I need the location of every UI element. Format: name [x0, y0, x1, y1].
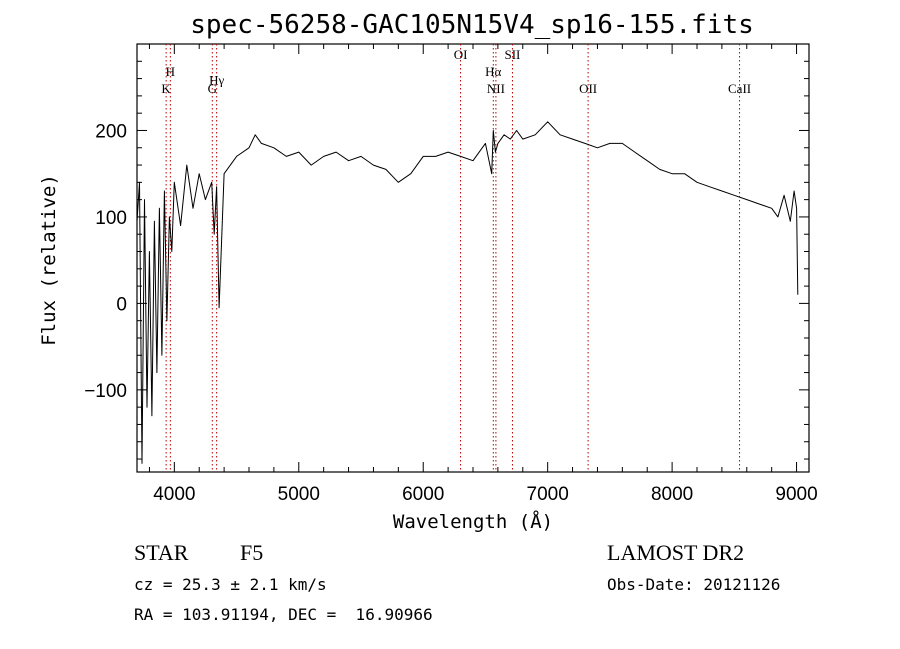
x-tick-label-3: 7000	[527, 484, 569, 505]
y-axis-ticks: −100 0 100 200	[84, 60, 809, 460]
y-tick-label-0: −100	[84, 381, 127, 402]
x-tick-label-0: 4000	[153, 484, 195, 505]
survey-name: LAMOST DR2	[607, 540, 745, 565]
marker-label-0: K	[161, 81, 171, 96]
marker-label-4: OI	[454, 47, 468, 62]
x-axis-label: Wavelength (Å)	[393, 510, 553, 533]
spectrum-series-line-0	[136, 121, 799, 464]
x-tick-label-4: 8000	[651, 484, 693, 505]
obs-date-text: Obs-Date: 20121126	[607, 575, 781, 594]
marker-label-1: H	[166, 64, 175, 79]
y-tick-label-3: 200	[95, 121, 127, 142]
chart-title: spec-56258-GAC105N15V4_sp16-155.fits	[190, 10, 754, 40]
marker-label-8: OII	[579, 81, 597, 96]
y-axis-label: Flux (relative)	[38, 174, 60, 346]
x-tick-label-5: 9000	[775, 484, 817, 505]
marker-label-5: Hα	[485, 64, 501, 79]
object-class: STAR	[134, 540, 189, 565]
series-layer	[136, 121, 799, 464]
emission-line-markers: KH GHγ OI Hα NII SII OII CaII	[161, 44, 751, 472]
x-tick-label-2: 6000	[402, 484, 444, 505]
y-tick-label-2: 100	[95, 208, 127, 229]
object-subclass: F5	[240, 540, 264, 565]
y-tick-label-1: 0	[116, 294, 127, 315]
marker-label-7: SII	[505, 47, 521, 62]
marker-label-3: Hγ	[209, 73, 224, 88]
marker-label-9: CaII	[728, 81, 751, 96]
x-axis-ticks: 4000 5000 6000 7000 8000 9000	[148, 44, 818, 505]
plot-frame	[136, 43, 810, 473]
redshift-text: cz = 25.3 ± 2.1 km/s	[134, 575, 327, 594]
x-tick-label-1: 5000	[278, 484, 320, 505]
coordinates-text: RA = 103.91194, DEC = 16.90966	[134, 605, 433, 624]
marker-label-6: NII	[487, 81, 505, 96]
marker-label-2: G	[208, 81, 217, 96]
